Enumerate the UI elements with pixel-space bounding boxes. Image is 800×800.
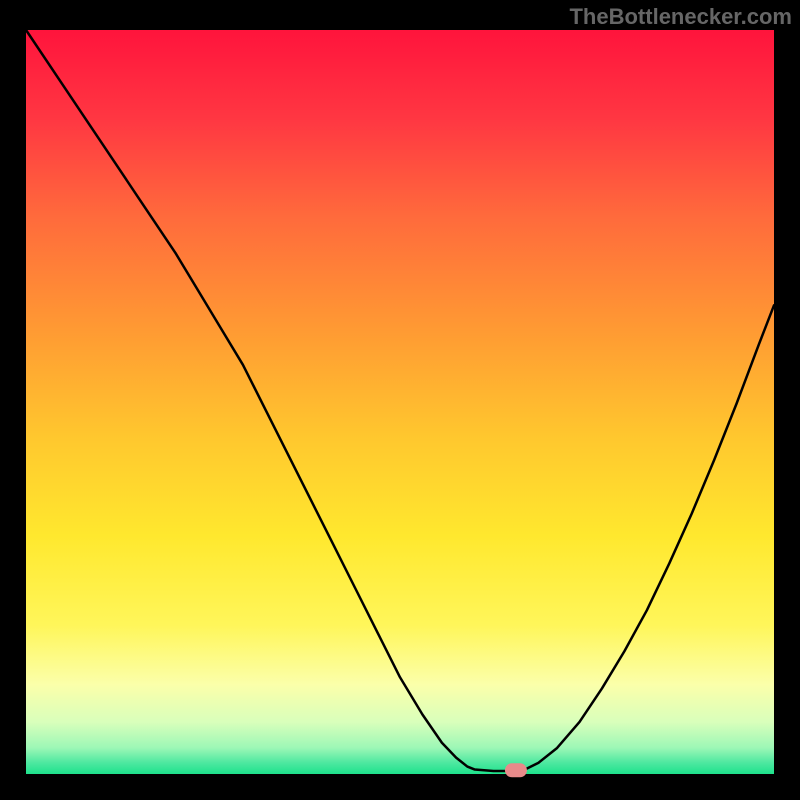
watermark-text: TheBottlenecker.com — [569, 4, 792, 30]
chart-container: { "watermark": { "text": "TheBottlenecke… — [0, 0, 800, 800]
bottleneck-chart — [0, 0, 800, 800]
chart-plot-background — [26, 30, 774, 774]
optimal-marker — [505, 763, 527, 777]
